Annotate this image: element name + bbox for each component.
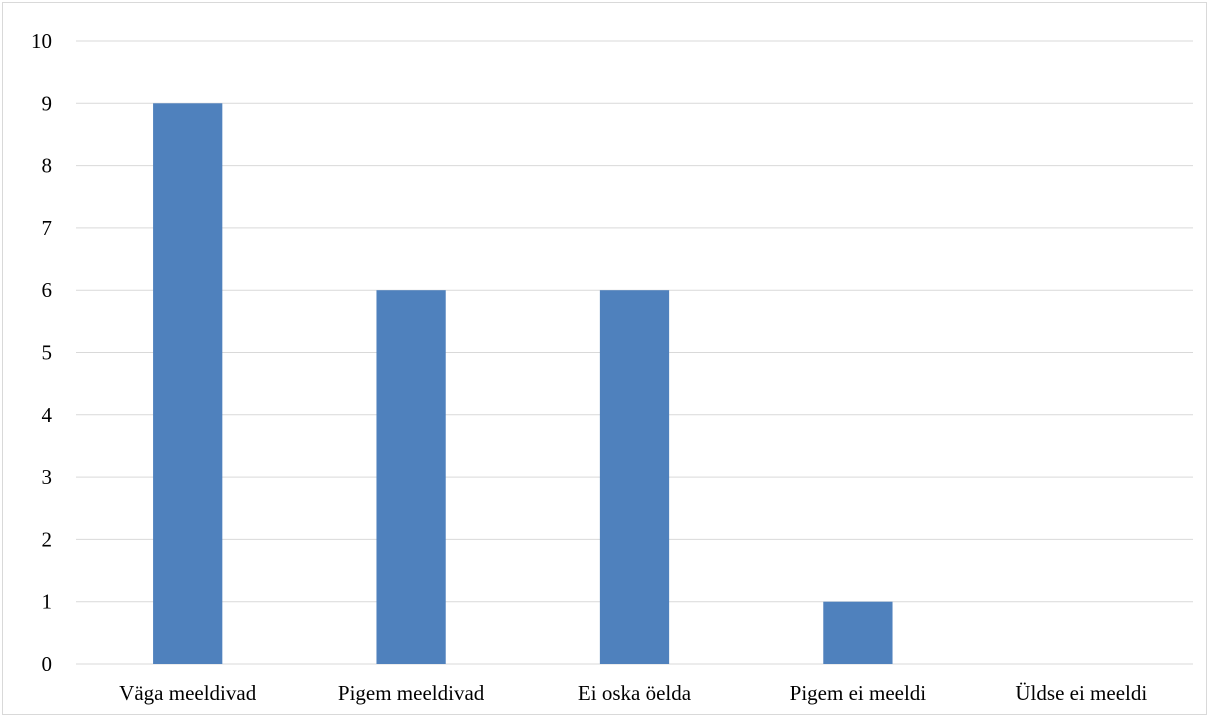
- bars: [153, 103, 893, 665]
- y-axis-ticks: 0 1 2 3 4 5 6 7 8 9 10: [31, 29, 53, 676]
- y-tick-label: 10: [31, 29, 52, 53]
- x-category-label: Pigem ei meeldi: [790, 681, 927, 705]
- bar: [823, 601, 893, 664]
- y-tick-label: 2: [42, 527, 53, 551]
- bar: [599, 290, 670, 664]
- y-tick-label: 7: [42, 216, 53, 240]
- y-tick-label: 0: [42, 652, 53, 676]
- bar: [153, 103, 223, 665]
- x-category-label: Üldse ei meeldi: [1015, 681, 1147, 705]
- y-tick-label: 1: [42, 590, 53, 614]
- x-axis-categories: Väga meeldivad Pigem meeldivad Ei oska öel…: [119, 681, 1147, 705]
- bar: [376, 290, 446, 664]
- y-tick-label: 9: [42, 91, 53, 115]
- y-tick-label: 6: [42, 278, 53, 302]
- x-category-label: Pigem meeldivad: [338, 681, 485, 705]
- y-tick-label: 5: [42, 341, 53, 365]
- y-tick-label: 3: [42, 465, 53, 489]
- x-category-label: Ei oska öelda: [578, 681, 692, 705]
- x-category-label: Väga meeldivad: [119, 681, 257, 705]
- y-tick-label: 4: [42, 403, 53, 427]
- y-tick-label: 8: [42, 154, 53, 178]
